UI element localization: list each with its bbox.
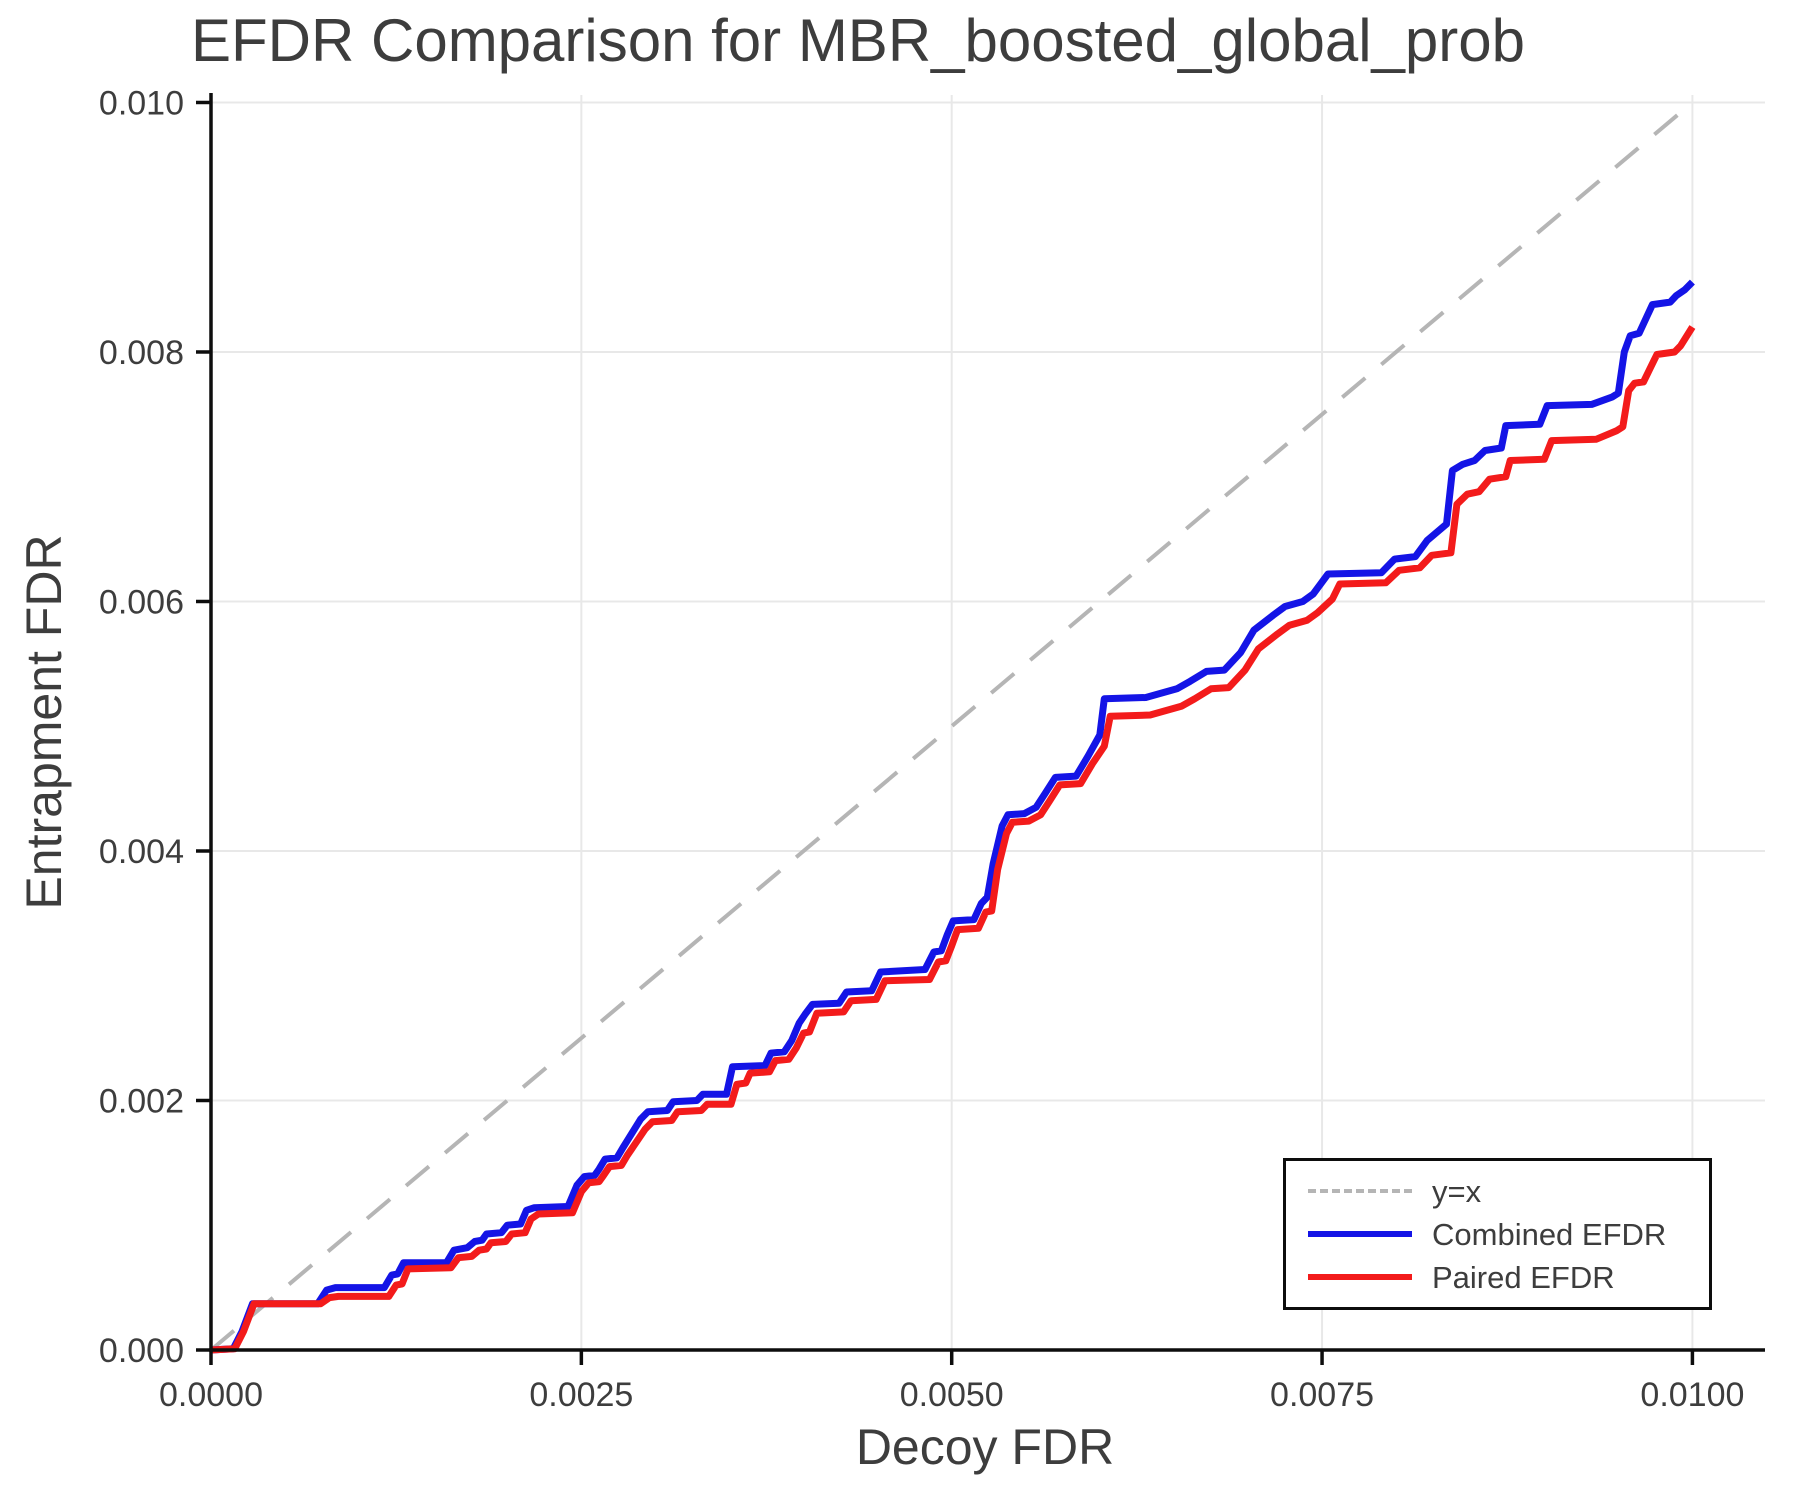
y-tick-label: 0.010 [99,84,184,122]
identity-line-sample-icon [1308,1189,1412,1193]
paired-efdr-line-sample-icon [1308,1274,1412,1280]
legend-label-identity: y=x [1432,1173,1482,1209]
legend-row-identity: y=x [1308,1173,1709,1209]
x-tick-label: 0.0100 [1640,1376,1744,1414]
combined-efdr-line [210,279,1695,1354]
legend-row-combined: Combined EFDR [1308,1216,1709,1252]
legend-row-paired: Paired EFDR [1308,1259,1709,1295]
identity-line [209,100,1694,1352]
y-tick-label: 0.000 [99,1332,184,1370]
chart-title: EFDR Comparison for MBR_boosted_global_p… [190,7,1526,74]
x-tick-label: 0.0050 [900,1376,1004,1414]
x-axis-label: Decoy FDR [855,1419,1115,1475]
y-tick-label: 0.006 [99,583,184,621]
x-tick-label: 0.0000 [159,1376,263,1414]
paired-efdr-line [210,325,1696,1354]
legend-label-combined: Combined EFDR [1432,1216,1667,1252]
combined-efdr-line-sample-icon [1308,1231,1412,1237]
y-tick-label: 0.004 [99,833,184,871]
x-tick-label: 0.0075 [1270,1376,1374,1414]
y-tick-label: 0.002 [99,1082,184,1120]
legend: y=x Combined EFDR Paired EFDR [1283,1158,1712,1310]
legend-label-paired: Paired EFDR [1432,1259,1615,1295]
x-tick-label: 0.0025 [529,1376,633,1414]
y-tick-label: 0.008 [99,334,184,372]
